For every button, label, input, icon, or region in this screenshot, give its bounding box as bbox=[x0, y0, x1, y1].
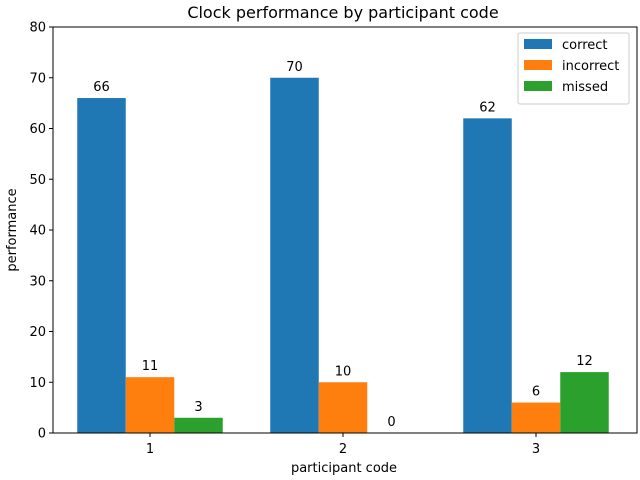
bar-incorrect-2 bbox=[318, 382, 368, 433]
bar-label-missed-3: 12 bbox=[576, 354, 593, 369]
y-tick-label: 50 bbox=[29, 173, 46, 188]
chart-title: Clock performance by participant code bbox=[187, 3, 498, 22]
bar-label-incorrect-3: 6 bbox=[532, 385, 540, 400]
y-axis: 0 10 20 30 40 50 60 70 80 bbox=[29, 21, 53, 442]
legend: correct incorrect missed bbox=[517, 32, 630, 105]
bars-group bbox=[77, 77, 609, 434]
y-tick-label: 30 bbox=[29, 274, 46, 289]
bar-incorrect-1 bbox=[125, 377, 175, 433]
bar-label-correct-1: 66 bbox=[93, 80, 110, 95]
bar-labels-group: 66 11 3 70 10 0 62 6 12 bbox=[93, 60, 593, 430]
y-tick-label: 70 bbox=[29, 71, 46, 86]
legend-swatch-missed bbox=[524, 81, 552, 91]
x-tick-label: 3 bbox=[532, 442, 540, 457]
x-tick-label: 1 bbox=[146, 442, 154, 457]
bar-correct-3 bbox=[463, 118, 512, 433]
legend-label-missed: missed bbox=[562, 80, 608, 95]
bar-label-correct-3: 62 bbox=[479, 100, 496, 115]
bar-label-incorrect-1: 11 bbox=[142, 359, 159, 374]
legend-swatch-incorrect bbox=[524, 60, 552, 70]
bar-label-missed-2: 0 bbox=[387, 415, 395, 430]
bar-correct-2 bbox=[270, 77, 319, 433]
bar-incorrect-3 bbox=[511, 402, 561, 433]
y-tick-label: 10 bbox=[29, 376, 46, 391]
y-axis-label: performance bbox=[5, 188, 20, 271]
y-tick-label: 80 bbox=[29, 21, 46, 36]
legend-label-incorrect: incorrect bbox=[562, 59, 619, 74]
y-tick-label: 0 bbox=[38, 427, 46, 442]
y-tick-label: 60 bbox=[29, 122, 46, 137]
bar-missed-1 bbox=[174, 417, 223, 433]
legend-label-correct: correct bbox=[562, 38, 608, 53]
bar-missed-3 bbox=[560, 372, 609, 433]
bar-label-missed-1: 3 bbox=[194, 400, 202, 415]
x-tick-label: 2 bbox=[339, 442, 347, 457]
legend-swatch-correct bbox=[524, 39, 552, 49]
y-tick-label: 40 bbox=[29, 224, 46, 239]
y-tick-label: 20 bbox=[29, 325, 46, 340]
x-axis: 1 2 3 bbox=[146, 433, 540, 457]
x-axis-label: participant code bbox=[291, 461, 397, 476]
bar-correct-1 bbox=[77, 98, 126, 434]
bar-label-correct-2: 70 bbox=[286, 60, 303, 75]
bar-label-incorrect-2: 10 bbox=[335, 364, 352, 379]
